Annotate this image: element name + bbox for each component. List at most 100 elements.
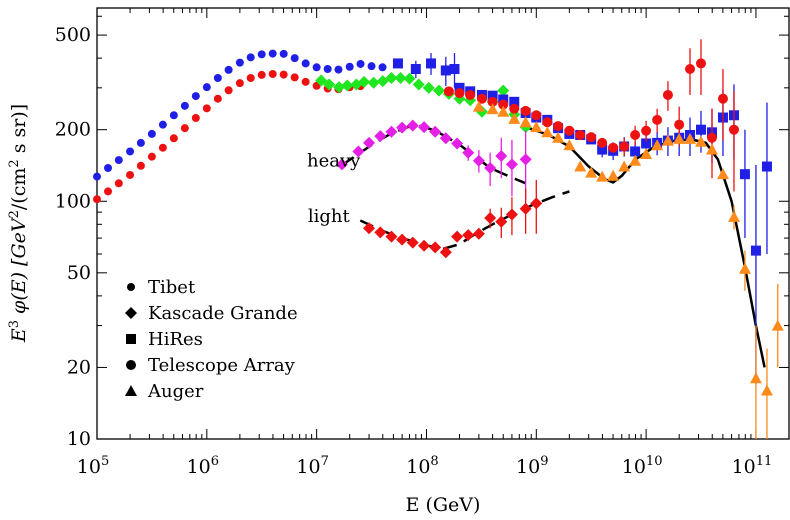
data-point (104, 164, 113, 173)
data-point (93, 172, 101, 181)
data-point (750, 245, 761, 256)
data-point (323, 65, 332, 74)
data-point (426, 58, 437, 69)
data-point (114, 179, 123, 188)
data-point (574, 160, 587, 172)
data-point (429, 125, 442, 138)
data-point (406, 236, 419, 249)
x-tick-exp: 9 (540, 454, 548, 469)
y-label-part: 2 (7, 159, 22, 167)
data-point (495, 150, 508, 163)
x-tick-base: 10 (516, 456, 540, 478)
data-point (385, 230, 398, 243)
series-7 (472, 100, 784, 439)
data-point (684, 132, 697, 144)
series-6 (443, 39, 739, 192)
data-point (640, 148, 653, 160)
data-point (422, 81, 435, 94)
data-point (333, 81, 346, 94)
data-point (367, 62, 376, 71)
data-point (530, 121, 543, 133)
axis-ticks (96, 8, 790, 440)
data-point (345, 62, 354, 71)
data-point (484, 162, 497, 175)
data-point (520, 105, 531, 116)
legend-label: HiRes (148, 329, 203, 350)
data-point (674, 119, 685, 130)
data-point (705, 143, 718, 155)
data-point (505, 208, 518, 221)
data-point (323, 78, 336, 91)
data-point (542, 117, 553, 128)
data-point (158, 143, 167, 152)
data-point (472, 154, 485, 167)
legend-label: Tibet (148, 277, 196, 298)
data-point (497, 105, 510, 117)
data-point (367, 76, 380, 89)
data-point (472, 100, 485, 112)
data-point (495, 215, 508, 228)
data-point (374, 226, 387, 239)
data-point (147, 152, 156, 161)
data-point (563, 139, 576, 151)
data-point (486, 103, 499, 115)
data-point (224, 86, 233, 95)
data-point (341, 79, 354, 92)
data-point (629, 154, 642, 166)
data-point (619, 141, 630, 152)
data-point (695, 58, 706, 69)
y-label-part: 2 (7, 210, 22, 218)
x-tick-exp: 11 (756, 454, 773, 469)
data-point (406, 119, 419, 132)
legend: Tibet Kascade Grande HiRes Telescope Array A… (125, 277, 298, 402)
data-point (169, 134, 178, 143)
data-point (662, 89, 673, 100)
data-point (202, 104, 211, 113)
data-point (290, 54, 299, 63)
data-series (93, 39, 784, 439)
legend-marker (127, 283, 135, 291)
data-point (541, 126, 554, 138)
data-point (191, 92, 200, 101)
data-point (509, 96, 520, 107)
series-0 (93, 49, 387, 181)
data-point (385, 125, 398, 138)
x-tick-base: 10 (187, 456, 211, 478)
data-point (378, 63, 387, 72)
data-point (352, 145, 365, 158)
data-point (451, 230, 464, 243)
data-point (114, 156, 123, 165)
legend-marker (126, 360, 136, 370)
data-point (126, 170, 135, 179)
data-point (608, 142, 619, 153)
data-point (596, 170, 609, 182)
data-point (246, 73, 255, 82)
data-point (454, 82, 465, 93)
x-tick-base: 10 (622, 456, 646, 478)
data-point (335, 158, 348, 171)
x-tick-label: 107 (296, 454, 328, 478)
data-point (301, 77, 310, 86)
x-tick-exp: 7 (321, 454, 329, 469)
data-point (630, 129, 641, 140)
y-tick-label: 20 (67, 356, 91, 378)
data-point (235, 58, 244, 67)
data-point (472, 227, 485, 240)
data-point (158, 120, 167, 129)
data-point (429, 241, 442, 254)
data-point (290, 73, 299, 82)
data-point (738, 262, 751, 274)
data-point (462, 146, 475, 159)
data-point (761, 161, 772, 172)
data-point (224, 65, 233, 74)
data-point (716, 168, 729, 180)
data-point (575, 129, 586, 140)
fit-lines (341, 124, 766, 368)
data-point (136, 161, 145, 170)
data-point (439, 132, 452, 145)
data-point (717, 93, 728, 104)
data-point (396, 121, 409, 134)
data-point (728, 124, 739, 135)
x-tick-base: 10 (296, 456, 320, 478)
